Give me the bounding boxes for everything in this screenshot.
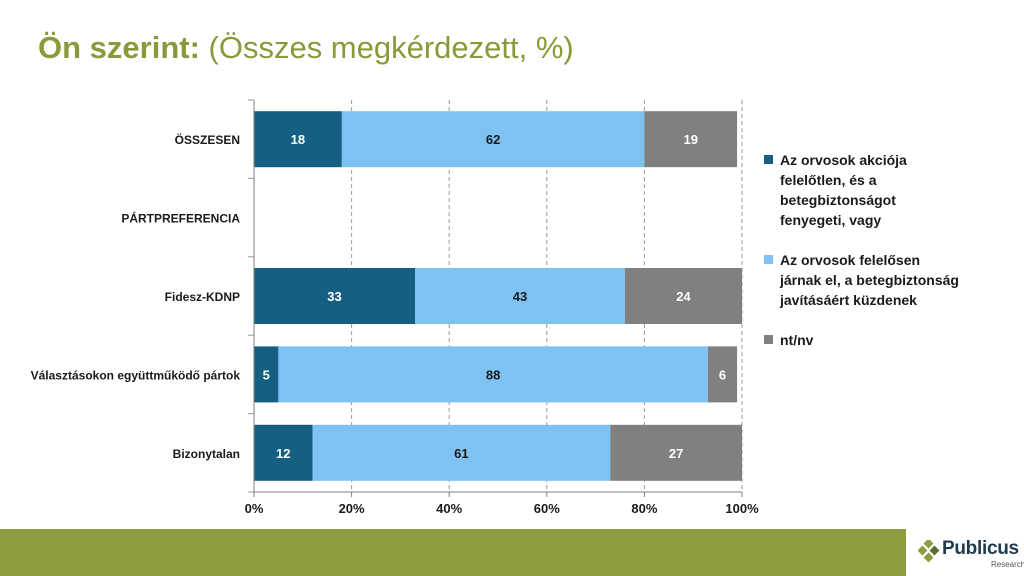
data-label-2-0: 33 [327,289,341,304]
data-label-3-1: 88 [486,367,500,382]
x-tick-label-1: 20% [339,501,365,516]
data-label-0-2: 19 [684,132,698,147]
footer-bar [0,529,906,576]
category-label-3: Választásokon együttműködő pártok [31,368,241,382]
logo-name: Publicus [942,538,1019,559]
legend-item-responsible: Az orvosok felelősen járnak el, a betegb… [764,250,964,310]
bar-0-2 [644,111,738,168]
bar-3-0 [254,346,279,403]
legend-item-no-answer: nt/nv [764,330,964,350]
legend-swatch-no-answer [764,335,773,344]
bar-2-1 [415,268,625,324]
x-tick-label-5: 100% [725,501,759,516]
chart-legend: Az orvosok akciója felelőtlen, és a bete… [764,150,964,370]
publicus-logo-icon [918,540,940,563]
bar-0-0 [254,111,342,168]
legend-swatch-irresponsible [764,155,773,164]
category-label-0: ÖSSZESEN [175,132,240,147]
x-tick-label-4: 80% [631,501,657,516]
data-label-0-1: 62 [486,132,500,147]
category-label-2: Fidesz-KDNP [165,290,240,304]
bar-2-0 [254,268,416,324]
data-label-3-0: 5 [263,367,270,382]
title-bold: Ön szerint: [38,30,200,65]
data-label-2-1: 43 [513,289,527,304]
bar-4-1 [312,424,611,481]
data-label-2-2: 24 [676,289,691,304]
bar-0-1 [341,111,645,168]
legend-label-irresponsible: Az orvosok akciója felelőtlen, és a bete… [780,152,907,228]
x-tick-label-2: 40% [436,501,462,516]
bar-4-2 [610,424,742,481]
data-label-0-0: 18 [291,132,305,147]
legend-label-no-answer: nt/nv [780,332,814,348]
legend-swatch-responsible [764,255,773,264]
x-tick-label-3: 60% [534,501,560,516]
x-tick-label-0: 0% [245,501,264,516]
bar-3-2 [707,346,738,403]
data-label-4-1: 61 [454,446,468,461]
data-label-4-0: 12 [276,446,290,461]
category-label-4: Bizonytalan [173,447,240,461]
page-title: Ön szerint: (Összes megkérdezett, %) [38,30,574,66]
legend-item-irresponsible: Az orvosok akciója felelőtlen, és a bete… [764,150,964,230]
bar-3-1 [278,346,708,403]
data-label-3-2: 6 [719,367,726,382]
publicus-logo: Publicus Research [918,536,1024,576]
bar-2-2 [624,268,742,324]
title-rest: (Összes megkérdezett, %) [199,30,574,65]
legend-label-responsible: Az orvosok felelősen járnak el, a betegb… [780,252,959,308]
category-label-1: PÁRTPREFERENCIA [121,211,240,226]
logo-sub: Research [991,560,1024,569]
data-label-4-2: 27 [669,446,683,461]
bar-4-0 [254,424,313,481]
